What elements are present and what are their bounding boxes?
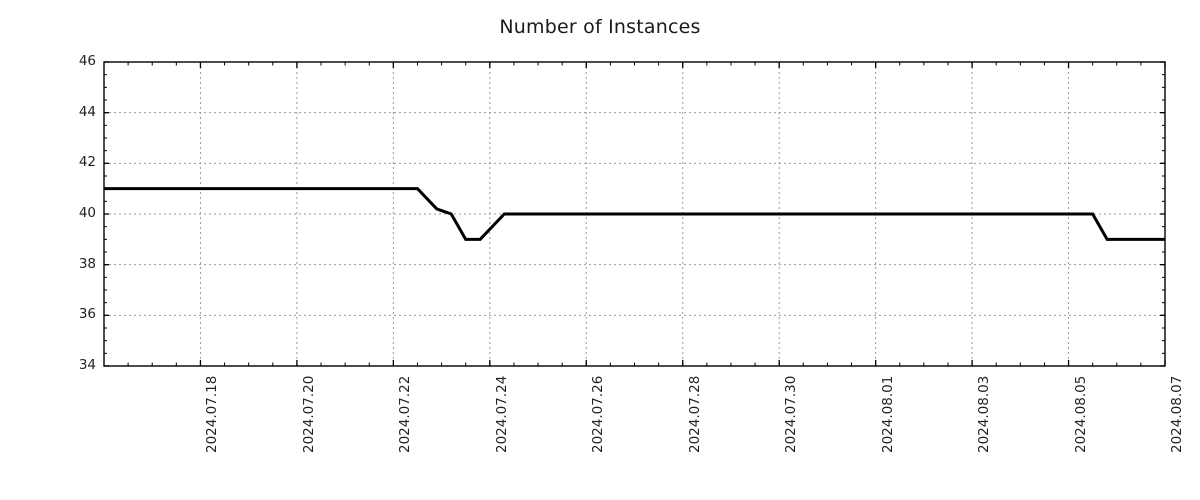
plot-frame [103, 61, 1166, 367]
data-line-0 [104, 187, 1165, 241]
x-tick-label: 2024.07.24 [493, 375, 510, 453]
y-tick-label: 40 [78, 205, 96, 221]
y-tick-label: 36 [78, 306, 96, 323]
x-tick-label: 2024.08.03 [976, 375, 993, 453]
data-series-layer [104, 187, 1165, 241]
y-tick-label: 44 [78, 103, 96, 120]
x-tick-label: 2024.08.05 [1072, 375, 1089, 453]
y-tick-label: 46 [78, 53, 96, 69]
x-tick-label: 2024.07.18 [204, 375, 221, 453]
chart-title: Number of Instances [499, 16, 701, 38]
y-tick-label: 42 [78, 154, 96, 171]
x-tick-label: 2024.07.22 [397, 375, 414, 453]
y-tick-label: 34 [78, 357, 96, 373]
x-tick-label: 2024.07.28 [686, 375, 703, 453]
y-tick-label: 38 [78, 255, 96, 272]
x-tick-label: 2024.07.26 [590, 375, 607, 453]
x-tick-label: 2024.08.01 [879, 375, 896, 453]
x-tick-label: 2024.07.20 [300, 375, 317, 453]
x-tick-label: 2024.08.07 [1169, 375, 1185, 453]
x-tick-label: 2024.07.30 [783, 375, 800, 453]
